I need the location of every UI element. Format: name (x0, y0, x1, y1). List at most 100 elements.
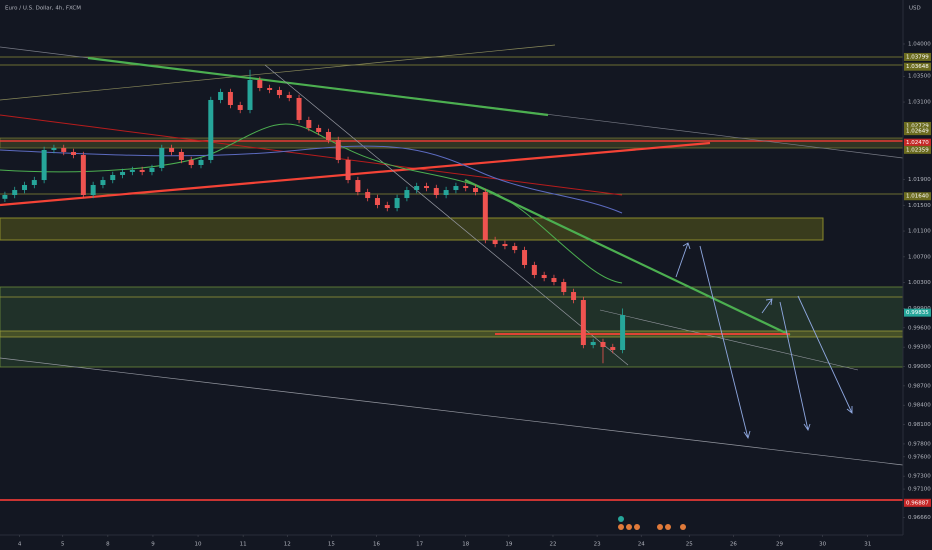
candle-body (443, 190, 449, 195)
candles (2, 69, 626, 364)
candle-body (590, 342, 596, 346)
candle-body (335, 139, 341, 160)
candle-body (80, 155, 86, 195)
candle-body (610, 347, 616, 351)
x-tick-label: 22 (549, 542, 556, 548)
x-tick-label: 12 (284, 542, 291, 548)
candle-body (2, 194, 8, 199)
candle-body (394, 198, 400, 209)
y-tick-label: 0.97800 (908, 441, 931, 447)
y-tick-label: 1.00700 (908, 254, 931, 260)
trendline (264, 64, 629, 366)
candle-body (580, 300, 586, 346)
candle-body (414, 186, 420, 191)
candle-body (561, 282, 567, 293)
candle-body (541, 274, 547, 279)
candle-body (159, 147, 165, 168)
candle-body (512, 246, 518, 251)
price-tag (904, 121, 931, 130)
price-tag-label: 1.03648 (906, 64, 929, 70)
y-tick-label: 0.99000 (908, 364, 931, 370)
y-tick-label: 0.97600 (908, 454, 931, 460)
x-tick-label: 23 (594, 542, 601, 548)
price-tag-label: 1.01640 (906, 194, 929, 200)
candle-body (257, 79, 263, 88)
y-tick-label: 1.01900 (908, 177, 931, 183)
candle-body (227, 91, 233, 106)
y-tick-label: 0.98700 (908, 383, 931, 389)
candle-body (188, 159, 194, 166)
candle-body (169, 147, 175, 152)
candle-body (198, 159, 204, 166)
candle-body (473, 188, 479, 193)
y-tick-label: 1.03500 (908, 74, 931, 80)
candle-body (286, 95, 292, 98)
x-tick-label: 11 (240, 542, 247, 548)
price-tag-label: 1.02649 (906, 129, 929, 135)
candle-body (453, 186, 459, 191)
x-tick-label: 31 (864, 542, 871, 548)
candle-body (247, 79, 253, 110)
price-tag-label: 0.96887 (906, 500, 929, 506)
candle-body (296, 97, 302, 120)
candle-body (571, 292, 577, 301)
x-tick-label: 15 (328, 542, 335, 548)
price-tag-label: 1.02729 (906, 123, 929, 129)
candle-body (41, 149, 47, 181)
y-tick-label: 0.98100 (908, 422, 931, 428)
candle-body (492, 240, 498, 245)
x-tick-label: 24 (638, 542, 645, 548)
y-tick-label: 1.01100 (908, 229, 931, 235)
x-tick-label: 10 (195, 542, 202, 548)
price-tag (904, 52, 931, 61)
y-tick-label: 0.96660 (908, 515, 931, 521)
y-tick-label: 0.99600 (908, 325, 931, 331)
candle-body (345, 159, 351, 181)
candle-body (31, 180, 37, 185)
candle-body (355, 180, 361, 193)
candle-body (374, 198, 380, 205)
price-tag-label: 1.02359 (906, 147, 929, 153)
zone (0, 286, 904, 368)
trendline (0, 357, 904, 466)
candle-body (139, 169, 145, 172)
y-tick-label: 1.00300 (908, 280, 931, 286)
candle-body (267, 87, 273, 90)
price-axis (903, 0, 932, 550)
x-tick-label: 19 (505, 542, 512, 548)
candle-body (276, 89, 282, 96)
x-tick-label: 16 (373, 542, 380, 548)
candle-body (502, 244, 508, 247)
candle-body (218, 91, 224, 100)
candle-body (325, 131, 331, 140)
event-icon (626, 524, 632, 530)
candle-body (12, 190, 18, 195)
x-tick-label: 9 (151, 542, 155, 548)
candle-body (423, 186, 429, 189)
candle-body (22, 184, 28, 191)
event-icon (657, 524, 663, 530)
price-tag (904, 145, 931, 154)
candle-body (531, 264, 537, 275)
candle-body (61, 147, 67, 152)
y-tick-label: 1.03100 (908, 100, 931, 106)
moving-average (0, 114, 623, 196)
candle-body (306, 119, 312, 128)
event-icons (618, 516, 686, 530)
candle-body (463, 186, 469, 189)
moving-average (0, 145, 623, 214)
candle-body (600, 342, 606, 348)
price-tag (904, 498, 931, 507)
candle-body (620, 315, 626, 351)
candle-body (90, 184, 96, 195)
zone (0, 217, 824, 241)
price-tag (904, 62, 931, 71)
price-tag-label: 0.99835 (906, 310, 929, 316)
trendline (0, 44, 556, 101)
candle-body (551, 278, 557, 283)
x-tick-label: 5 (61, 542, 65, 548)
candle-body (404, 190, 410, 199)
y-tick-label: 0.98400 (908, 403, 931, 409)
x-tick-label: 29 (776, 542, 783, 548)
y-tick-label: 1.01500 (908, 203, 931, 209)
